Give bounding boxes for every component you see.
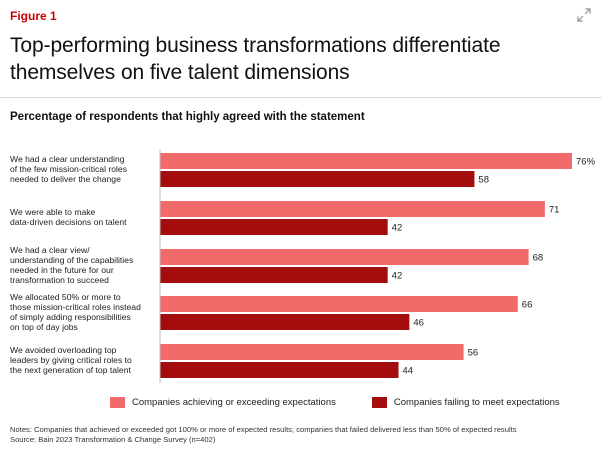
data-label: 66: [522, 300, 533, 311]
category-label-line: of the few mission-critical roles: [10, 164, 128, 174]
category-label-line: leaders by giving critical roles to: [10, 355, 132, 365]
legend-item-failing: Companies failing to meet expectations: [371, 396, 560, 408]
category-label-line: transformation to succeed: [10, 275, 109, 285]
data-label: 58: [478, 175, 489, 186]
category-label-line: on top of day jobs: [10, 322, 78, 332]
bar-failing: [160, 362, 399, 378]
bar-failing: [160, 314, 410, 330]
figure-title: Top-performing business transformations …: [10, 34, 501, 84]
expand-arrows-icon[interactable]: [576, 7, 592, 23]
category-label: We allocated 50% or more to those mission…: [10, 292, 160, 332]
data-label: 42: [392, 271, 403, 282]
bar-chart: 76% 58 71 42 68 42 66 46 56 44: [159, 149, 596, 383]
bar-achieving: [160, 153, 572, 169]
category-label: We were able to make data-driven decision…: [10, 207, 160, 227]
legend-label-failing: Companies failing to meet expectations: [393, 396, 560, 408]
bar-failing: [160, 219, 388, 235]
chart-subtitle: Percentage of respondents that highly ag…: [10, 111, 365, 123]
category-label-line: understanding of the capabilities: [10, 255, 134, 265]
data-label: 56: [468, 348, 479, 359]
category-label-line: We had a clear view/: [10, 245, 90, 255]
legend-swatch-achieving: [110, 396, 125, 408]
bar-failing: [160, 171, 475, 187]
category-label-line: needed in the future for our: [10, 265, 114, 275]
category-label-line: the next generation of top talent: [10, 365, 131, 375]
data-label: 76%: [576, 157, 596, 168]
category-label-line: those mission-critical roles instead: [10, 302, 141, 312]
data-label: 42: [392, 223, 403, 234]
category-label: We had a clear view/understanding of the…: [10, 245, 160, 285]
category-label-line: We were able to make: [10, 207, 96, 217]
bar-achieving: [160, 296, 518, 312]
legend-item-achieving: Companies achieving or exceeding expecta…: [110, 396, 336, 408]
legend-label-achieving: Companies achieving or exceeding expecta…: [132, 396, 336, 408]
bar-achieving: [160, 249, 529, 265]
category-label: We avoided overloading top leaders by giv…: [10, 345, 160, 375]
notes: Notes: Companies that achieved or exceed…: [10, 425, 517, 444]
figure-label: Figure 1: [10, 9, 57, 23]
category-label-line: of simply adding responsibilities: [10, 312, 131, 322]
bar-failing: [160, 267, 388, 283]
title-divider: [0, 97, 602, 98]
category-label: We had a clear understanding of the few m…: [10, 154, 160, 184]
category-label-line: We had a clear understanding: [10, 154, 125, 164]
data-label: 46: [413, 318, 424, 329]
category-label-line: data-driven decisions on talent: [10, 217, 127, 227]
data-label: 68: [533, 253, 544, 264]
category-label-line: We avoided overloading top: [10, 345, 117, 355]
bar-achieving: [160, 344, 464, 360]
legend: Companies achieving or exceeding expecta…: [110, 395, 596, 409]
data-label: 44: [403, 366, 414, 377]
category-label-line: needed to deliver the change: [10, 174, 121, 184]
category-label-line: We allocated 50% or more to: [10, 292, 121, 302]
data-label: 71: [549, 205, 560, 216]
notes-text: Notes: Companies that achieved or exceed…: [10, 425, 517, 434]
bar-achieving: [160, 201, 545, 217]
legend-swatch-failing: [371, 396, 387, 408]
source-text: Source: Bain 2023 Transformation & Chang…: [10, 434, 216, 444]
